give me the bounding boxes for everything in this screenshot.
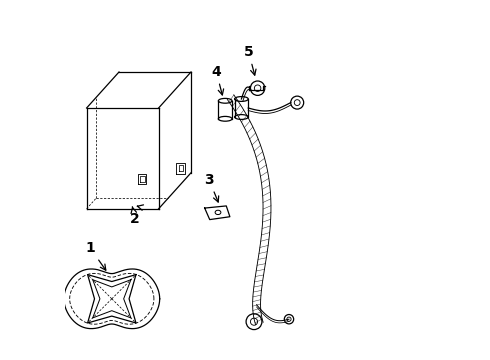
- Text: 4: 4: [211, 64, 223, 95]
- Text: 1: 1: [85, 241, 106, 270]
- Text: 5: 5: [244, 45, 256, 75]
- Text: 3: 3: [204, 172, 219, 202]
- Text: 2: 2: [130, 207, 140, 226]
